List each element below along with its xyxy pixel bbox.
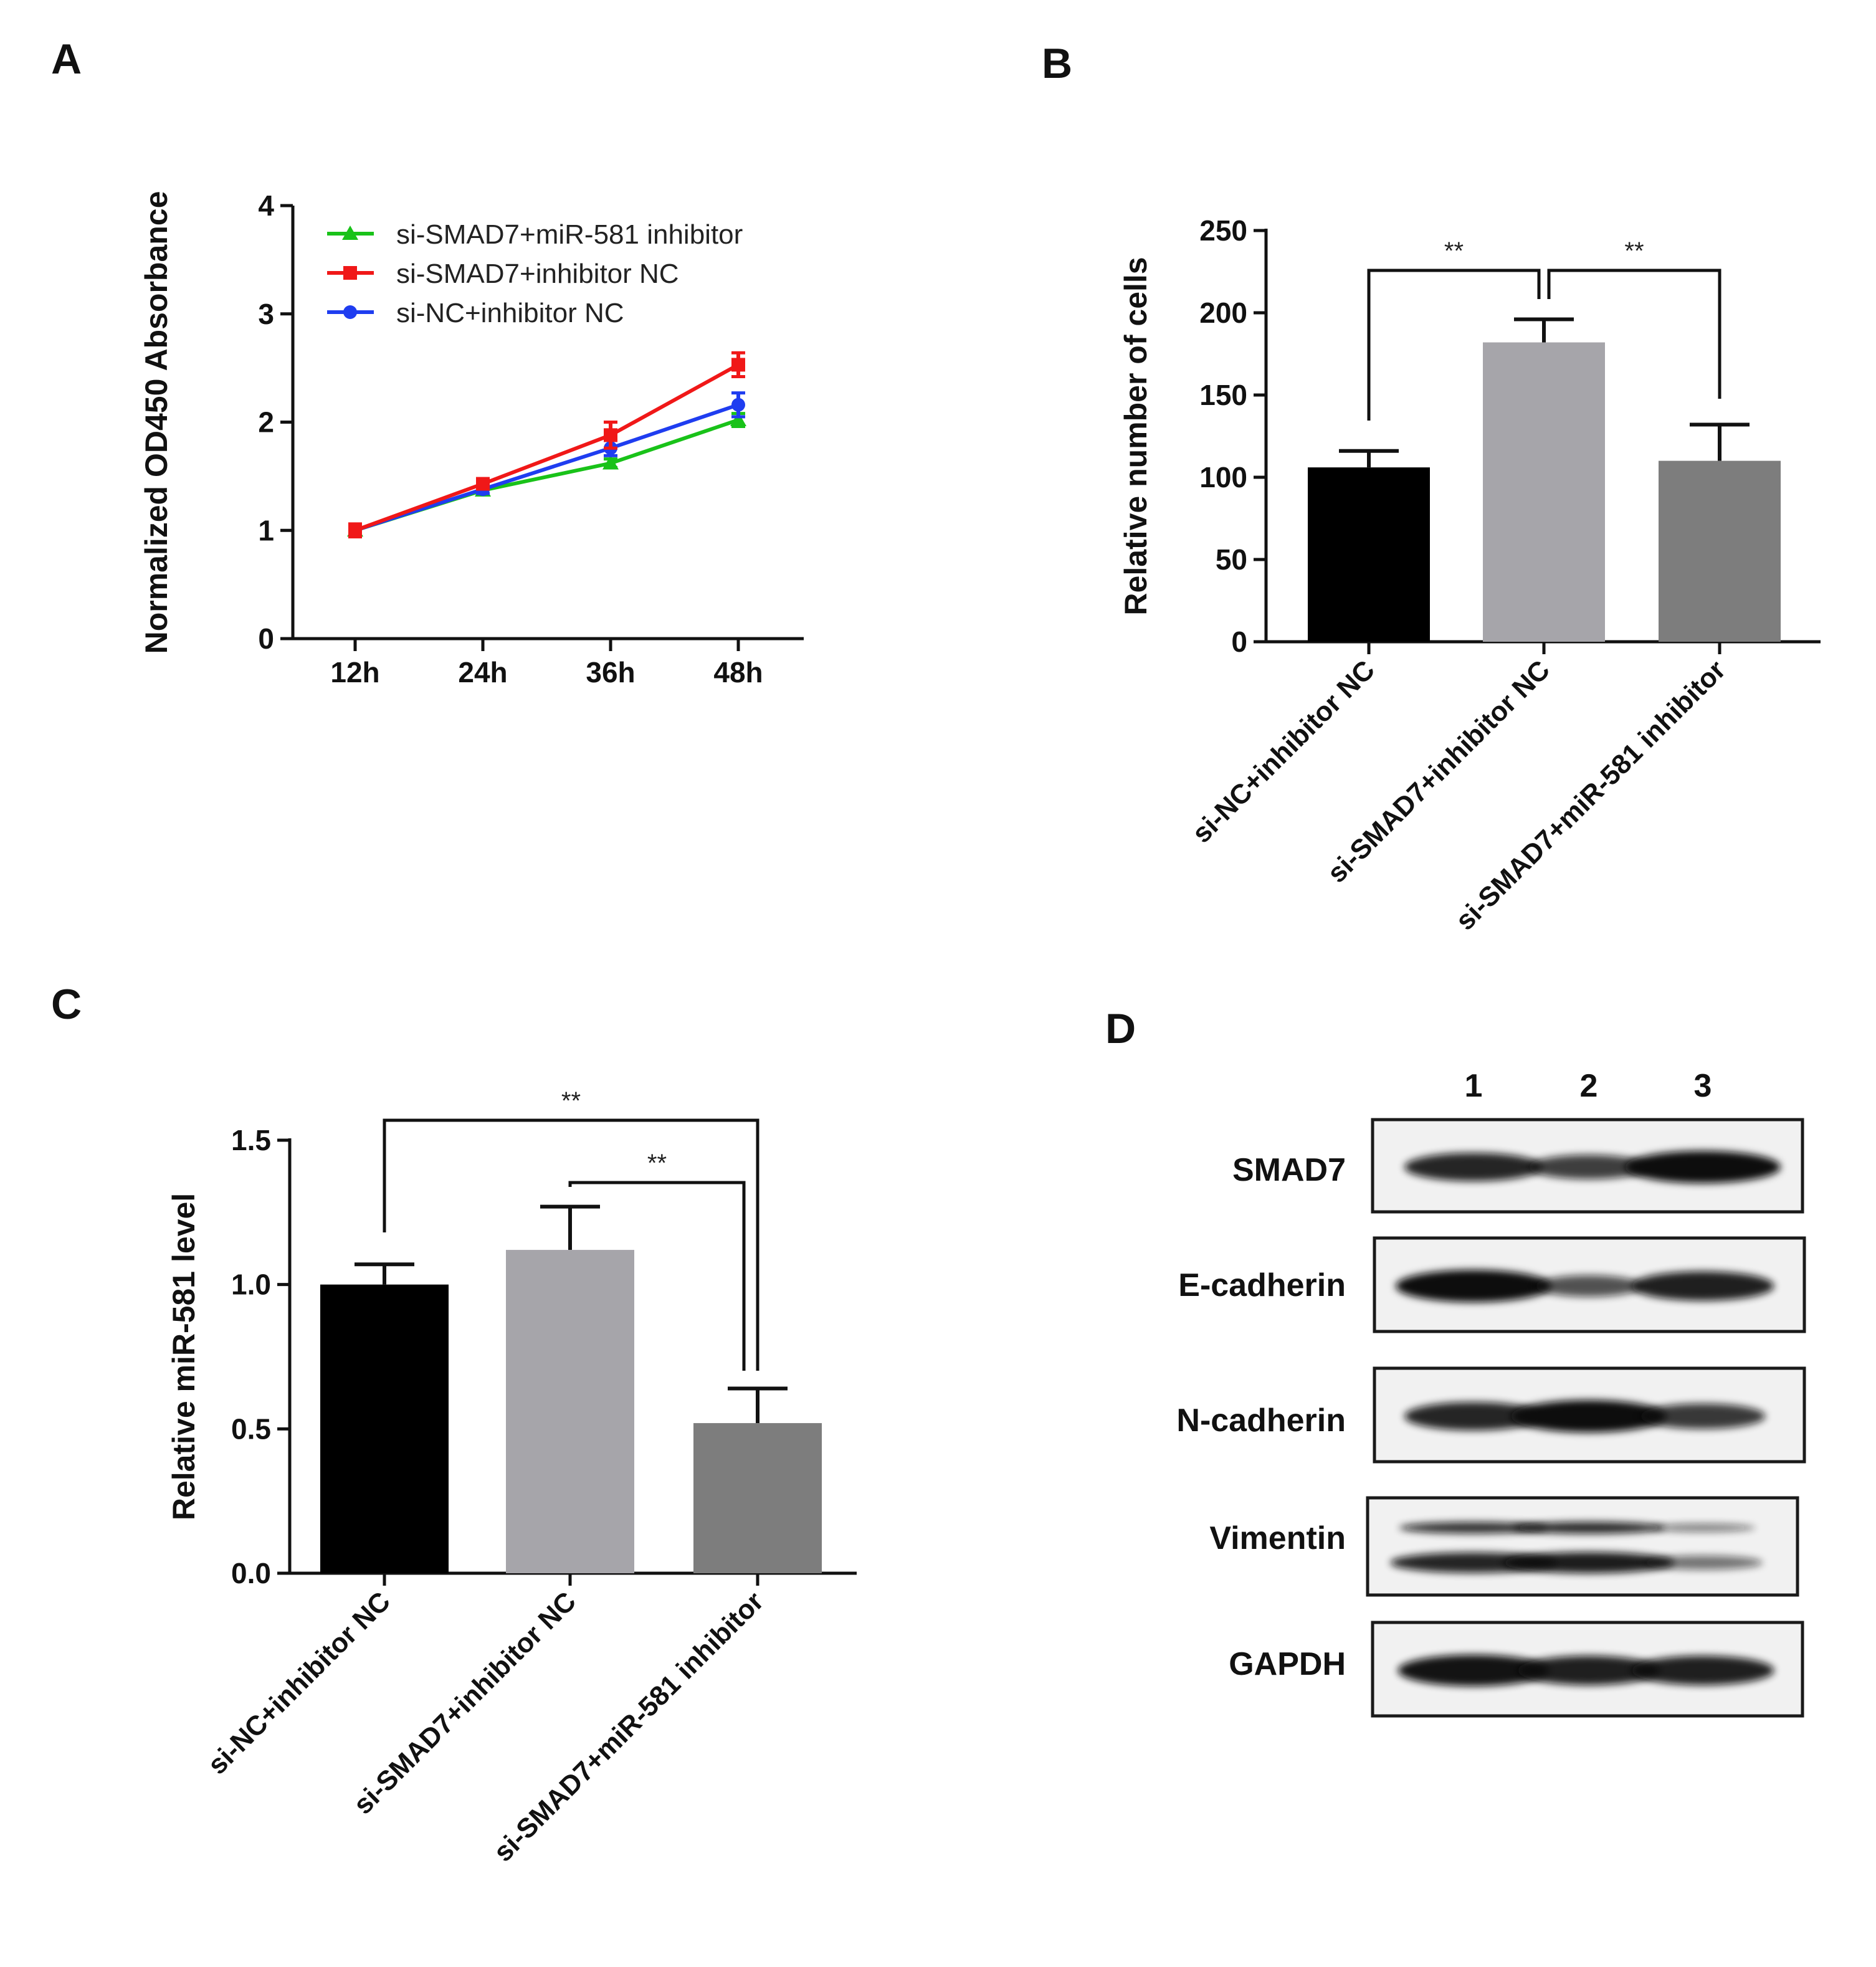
y-tick-label: 0.5 bbox=[231, 1412, 271, 1445]
x-tick-label: 48h bbox=[713, 656, 763, 688]
y-tick-label: 2 bbox=[258, 406, 274, 439]
panel-letter-c: C bbox=[51, 981, 82, 1028]
y-tick-label: 1.5 bbox=[231, 1124, 271, 1156]
panel-letter-a: A bbox=[51, 36, 82, 83]
legend-label: si-SMAD7+miR-581 inhibitor bbox=[396, 219, 743, 250]
significance-label: ** bbox=[561, 1087, 581, 1115]
blot-band bbox=[1535, 1275, 1643, 1297]
lane-label: 3 bbox=[1694, 1068, 1712, 1104]
data-point bbox=[348, 523, 362, 538]
blot-row-label: GAPDH bbox=[1229, 1646, 1346, 1682]
significance-bracket bbox=[383, 1118, 759, 1371]
legend-label: si-NC+inhibitor NC bbox=[396, 298, 624, 328]
blot-band bbox=[1512, 1522, 1665, 1534]
bar bbox=[1659, 460, 1781, 642]
blot-band bbox=[1404, 1402, 1543, 1431]
y-tick-label: 1 bbox=[258, 514, 274, 546]
bar-chart-panel-b: 0 50 100 150 200 250 Relative number of cells s… bbox=[1118, 214, 1821, 936]
blot-band bbox=[1631, 1655, 1774, 1685]
panel-letter-b: B bbox=[1042, 40, 1072, 87]
significance-label: ** bbox=[647, 1150, 667, 1177]
y-axis-title: Relative number of cells bbox=[1118, 257, 1153, 615]
x-tick-label: si-NC+inhibitor NC bbox=[202, 1586, 396, 1780]
significance-bracket bbox=[1547, 269, 1721, 399]
y-tick-label: 50 bbox=[1216, 543, 1247, 576]
blot-band bbox=[1631, 1271, 1774, 1301]
y-tick-label: 100 bbox=[1199, 461, 1247, 493]
legend-marker bbox=[343, 266, 357, 280]
y-tick-label: 0 bbox=[258, 622, 274, 655]
y-tick-label: 150 bbox=[1199, 379, 1247, 411]
blot-band bbox=[1640, 1403, 1766, 1429]
legend-marker bbox=[342, 226, 358, 240]
significance-label: ** bbox=[1624, 237, 1644, 265]
lane-label: 1 bbox=[1465, 1068, 1483, 1104]
y-tick-label: 1.0 bbox=[231, 1269, 271, 1301]
legend-marker bbox=[343, 305, 357, 319]
bar-chart-panel-c: 0.0 0.5 1.0 1.5 Relative miR-581 level si-NC+… bbox=[166, 1087, 857, 1868]
x-tick-label: 24h bbox=[458, 656, 507, 688]
blot-band bbox=[1625, 1151, 1781, 1183]
x-tick-label: si-NC+inhibitor NC bbox=[1186, 654, 1381, 849]
bar bbox=[320, 1284, 449, 1573]
significance-label: ** bbox=[1444, 237, 1464, 265]
blot-band bbox=[1642, 1555, 1763, 1570]
x-tick-label: 36h bbox=[586, 656, 635, 688]
y-axis-title: Normalized OD450 Absorbance bbox=[139, 191, 174, 654]
x-tick-label: 12h bbox=[330, 656, 379, 688]
lane-label: 2 bbox=[1580, 1068, 1598, 1104]
significance-bracket bbox=[1367, 269, 1541, 421]
blot-row-label: Vimentin bbox=[1209, 1520, 1346, 1556]
blot-row-label: SMAD7 bbox=[1232, 1152, 1346, 1188]
series-line bbox=[354, 363, 740, 533]
data-point bbox=[476, 477, 490, 491]
blot-band bbox=[1397, 1654, 1550, 1687]
blot-band bbox=[1404, 1153, 1543, 1181]
y-tick-label: 4 bbox=[258, 189, 274, 222]
y-tick-label: 3 bbox=[258, 298, 274, 330]
blot-band bbox=[1528, 1155, 1649, 1179]
blot-band bbox=[1503, 1552, 1675, 1573]
data-point bbox=[604, 428, 617, 442]
blot-row-label: N-cadherin bbox=[1176, 1403, 1346, 1439]
significance-bracket bbox=[568, 1181, 746, 1371]
line-chart-panel-a: 0 1 2 3 4 12h 24h 36h 48h Normalized OD450 Absorb… bbox=[139, 189, 804, 688]
bar bbox=[1483, 342, 1605, 642]
blot-box bbox=[1366, 1496, 1799, 1597]
blot-row-label: E-cadherin bbox=[1178, 1267, 1346, 1303]
bar bbox=[1308, 467, 1430, 642]
panel-letter-d: D bbox=[1105, 1005, 1136, 1052]
blot-band bbox=[1650, 1523, 1756, 1532]
western-blot-panel-d: 1 2 3 SMAD7 E-cadherin N-cadherin Vimentin GAPD… bbox=[1176, 1068, 1806, 1718]
blot-band bbox=[1511, 1400, 1667, 1432]
x-tick-label: si-SMAD7+inhibitor NC bbox=[348, 1586, 582, 1820]
series-line bbox=[355, 402, 739, 533]
data-point bbox=[731, 358, 745, 372]
y-tick-label: 200 bbox=[1199, 297, 1247, 329]
data-point bbox=[730, 412, 746, 427]
blot-band bbox=[1396, 1270, 1551, 1302]
blot-band bbox=[1399, 1522, 1548, 1534]
legend-label: si-SMAD7+inhibitor NC bbox=[396, 259, 679, 289]
data-point bbox=[602, 455, 619, 470]
y-axis-title: Relative miR-581 level bbox=[166, 1193, 201, 1520]
y-tick-label: 0.0 bbox=[231, 1557, 271, 1589]
y-tick-label: 0 bbox=[1231, 626, 1247, 658]
bar bbox=[693, 1423, 822, 1573]
data-point bbox=[731, 398, 745, 412]
bar bbox=[506, 1250, 634, 1573]
blot-band bbox=[1517, 1655, 1660, 1685]
y-tick-label: 250 bbox=[1199, 214, 1247, 247]
